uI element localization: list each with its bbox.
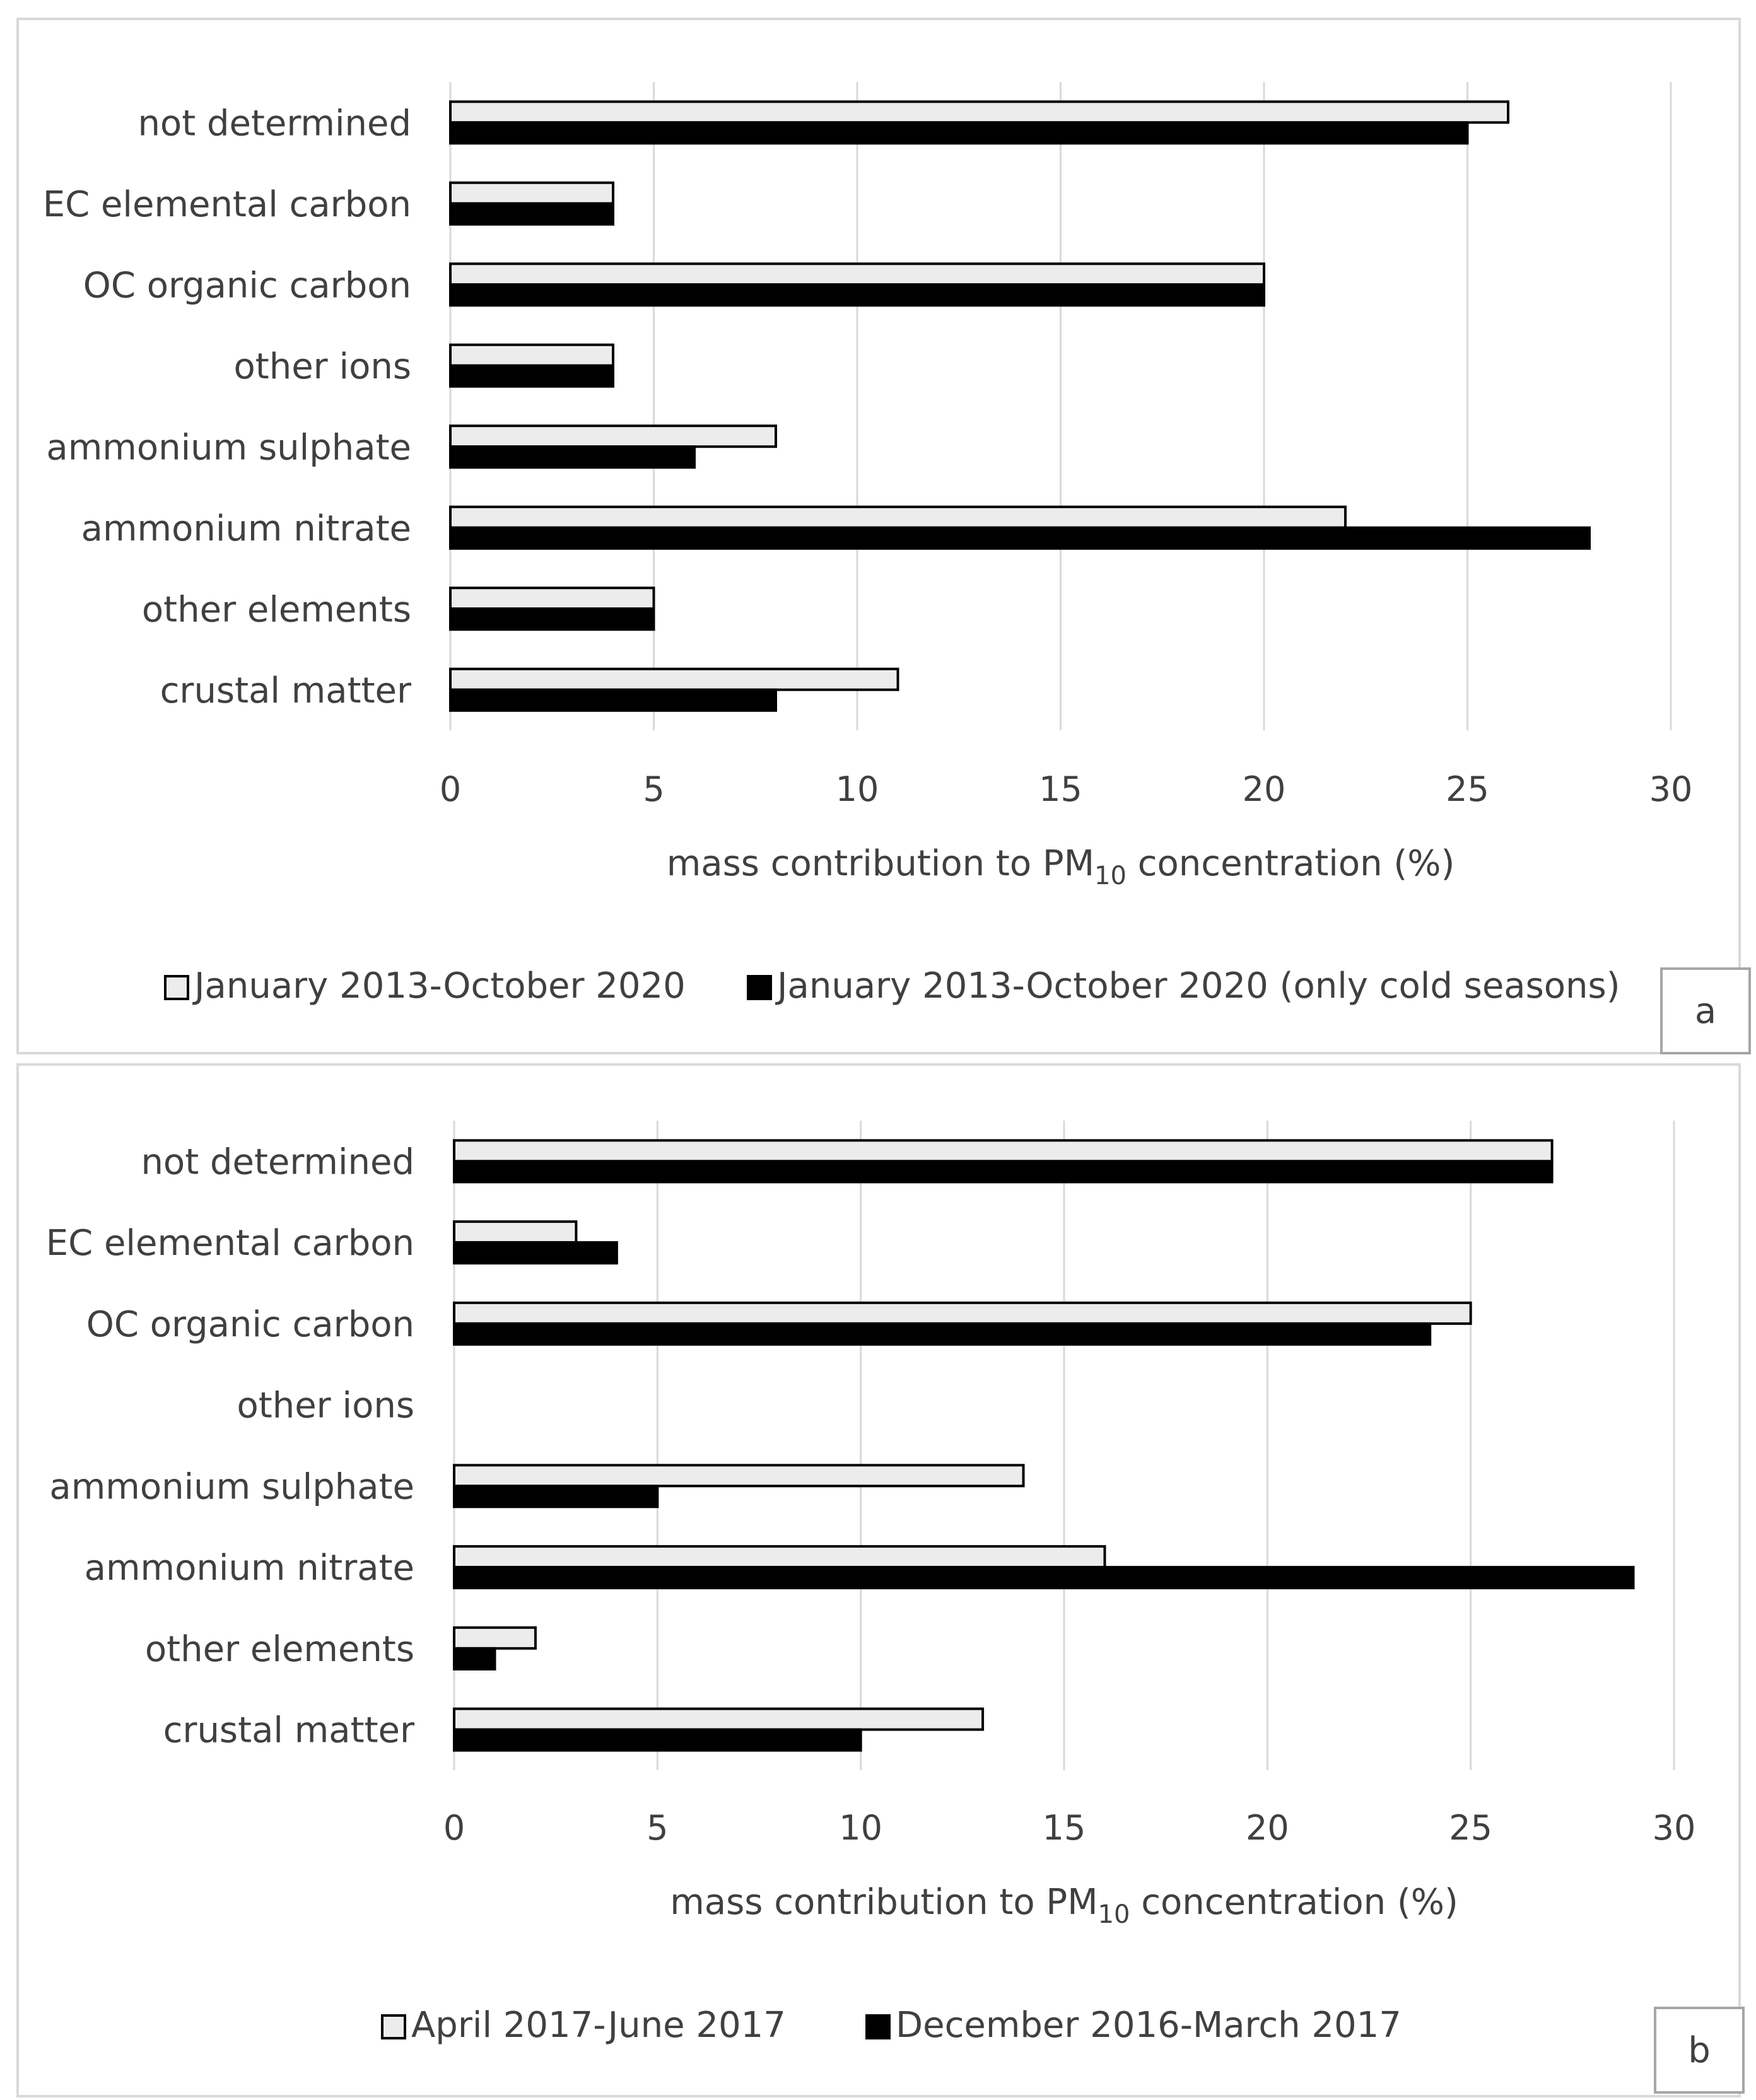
- chart-panel-a: not determined EC elemental carbon OC orga…: [16, 18, 1751, 1054]
- category-label: other elements: [145, 1629, 414, 1670]
- bar-series-1: [449, 343, 614, 367]
- x-tick-label: 20: [1243, 769, 1286, 809]
- bar-series-1: [453, 1545, 1106, 1569]
- bar-series-2: [449, 283, 1265, 307]
- category-label: OC organic carbon: [86, 1304, 414, 1345]
- x-tick-label: 25: [1446, 769, 1489, 809]
- x-tick-label: 30: [1653, 1808, 1696, 1848]
- x-tick-label: 25: [1449, 1808, 1492, 1848]
- x-axis-title-main: mass contribution to PM: [667, 843, 1094, 884]
- bar-series-2: [453, 1160, 1554, 1184]
- legend-label-2: January 2013-October 2020 (only cold sea…: [775, 965, 1620, 1006]
- bar-series-2: [449, 202, 614, 226]
- chart-panel-b: not determined EC elemental carbon OC orga…: [0, 1059, 1756, 2100]
- bar-series-1: [449, 424, 777, 448]
- category-label: ammonium nitrate: [81, 508, 411, 549]
- bar-series-2: [449, 121, 1469, 145]
- legend-swatch-2: [747, 975, 772, 1000]
- bar-series-2: [449, 445, 696, 469]
- bar-series-1: [453, 1626, 537, 1650]
- bar-series-2: [449, 688, 777, 712]
- panel-label-box: [1654, 2007, 1745, 2094]
- bar-series-1: [449, 181, 614, 205]
- x-axis-title-subscript: 10: [1094, 861, 1127, 890]
- x-axis-title: mass contribution to PM10 concentration …: [670, 1882, 1458, 1929]
- x-tick-label: 5: [647, 1808, 668, 1848]
- category-label: ammonium nitrate: [85, 1548, 414, 1589]
- legend-swatch-2: [865, 2014, 891, 2039]
- bar-series-1: [453, 1220, 578, 1244]
- bar-series-1: [449, 262, 1265, 286]
- x-tick-label: 15: [1039, 769, 1082, 809]
- bar-series-2: [453, 1566, 1635, 1590]
- category-label: not determined: [138, 103, 411, 144]
- bar-series-2: [453, 1647, 496, 1671]
- bar-series-2: [453, 1728, 862, 1752]
- category-label: not determined: [141, 1141, 414, 1182]
- category-label: crustal matter: [163, 1710, 415, 1751]
- category-label: other elements: [142, 589, 411, 630]
- x-axis-title-main: mass contribution to PM: [670, 1882, 1098, 1923]
- bar-chart-b: not determined EC elemental carbon OC orga…: [16, 1063, 1745, 2097]
- x-tick-label: 5: [643, 769, 664, 809]
- legend-label-1: April 2017-June 2017: [411, 2005, 786, 2046]
- bar-series-1: [449, 667, 899, 691]
- category-label: ammonium sulphate: [46, 427, 411, 468]
- bar-series-2: [449, 607, 655, 631]
- legend-swatch-1: [164, 975, 189, 1000]
- x-tick-label: 0: [443, 1808, 465, 1848]
- bar-series-2: [453, 1322, 1432, 1346]
- panel-label-box: [1660, 967, 1751, 1054]
- bar-series-1: [453, 1707, 985, 1731]
- bar-series-1: [449, 586, 655, 610]
- bar-series-1: [449, 505, 1347, 529]
- legend-label-1: January 2013-October 2020: [192, 965, 686, 1006]
- category-label: EC elemental carbon: [43, 184, 411, 225]
- bar-series-2: [453, 1485, 659, 1508]
- bar-series-2: [453, 1241, 618, 1265]
- category-label: OC organic carbon: [83, 265, 411, 306]
- category-label: EC elemental carbon: [46, 1223, 414, 1264]
- category-label: other ions: [234, 346, 411, 387]
- bar-chart-a: not determined EC elemental carbon OC orga…: [16, 18, 1751, 1054]
- x-axis-title-subscript: 10: [1098, 1900, 1130, 1929]
- x-tick-label: 20: [1246, 1808, 1289, 1848]
- x-axis-title-tail: concentration (%): [1127, 843, 1455, 884]
- x-tick-label: 10: [836, 769, 879, 809]
- bar-series-1: [453, 1301, 1472, 1325]
- x-tick-label: 10: [839, 1808, 882, 1848]
- category-label: ammonium sulphate: [49, 1466, 414, 1507]
- x-tick-label: 15: [1043, 1808, 1086, 1848]
- bar-series-1: [453, 1139, 1554, 1163]
- category-label: other ions: [237, 1385, 414, 1426]
- legend-swatch-1: [381, 2014, 406, 2039]
- x-tick-label: 30: [1649, 769, 1693, 809]
- panel-label: b: [1688, 2030, 1711, 2071]
- legend-label-2: December 2016-March 2017: [896, 2005, 1402, 2046]
- bar-series-1: [449, 100, 1509, 124]
- bar-series-2: [449, 526, 1591, 550]
- panel-label: a: [1695, 991, 1716, 1032]
- x-axis-title: mass contribution to PM10 concentration …: [667, 843, 1455, 890]
- category-label: crustal matter: [160, 670, 412, 711]
- x-axis-title-tail: concentration (%): [1130, 1882, 1458, 1923]
- x-tick-label: 0: [440, 769, 461, 809]
- bar-series-2: [449, 364, 614, 388]
- bar-series-1: [453, 1464, 1025, 1488]
